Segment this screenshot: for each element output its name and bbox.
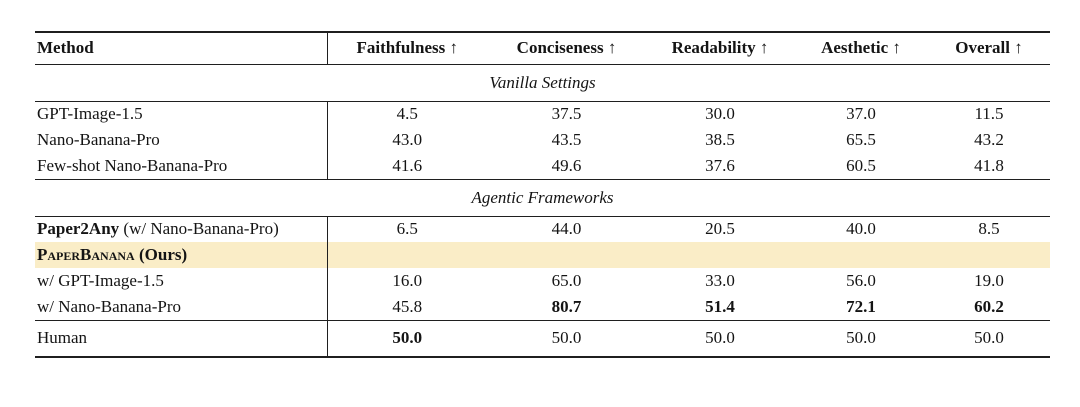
value-cell [794, 242, 928, 268]
value-cell: 50.0 [392, 328, 423, 348]
row-w-gpt-image-15: w/ GPT-Image-1.5 16.0 65.0 33.0 56.0 19.… [35, 268, 1050, 294]
value-cell: 38.5 [705, 130, 735, 149]
method-cell: Nano-Banana-Pro [35, 127, 328, 153]
value-cell: 65.5 [846, 130, 876, 149]
value-cell [487, 242, 646, 268]
value-cell: 43.0 [392, 130, 423, 149]
value-cell: 60.5 [846, 155, 876, 175]
section-header-agentic-frameworks: Agentic Frameworks [35, 179, 1050, 216]
value-cell: 6.5 [396, 219, 418, 239]
method-cell: Human [35, 320, 328, 357]
row-gpt-image-15: GPT-Image-1.5 4.5 37.5 30.0 37.0 11.5 [35, 101, 1050, 127]
row-nano-banana-pro: Nano-Banana-Pro 43.0 43.5 38.5 65.5 43.2 [35, 127, 1050, 153]
value-cell: 49.6 [551, 155, 582, 175]
value-cell: 41.8 [974, 155, 1004, 175]
value-cell [646, 242, 794, 268]
value-cell [327, 242, 487, 268]
evaluation-results-table: Method Faithfulness ↑ Conciseness ↑ Read… [35, 31, 1050, 358]
method-name: Paper2Any [37, 219, 120, 239]
value-cell: 65.0 [551, 271, 582, 290]
value-cell: 43.5 [551, 130, 582, 149]
section-title: Vanilla Settings [489, 72, 596, 92]
value-cell: 60.2 [974, 296, 1004, 316]
col-header-method: Method [35, 32, 328, 64]
value-cell: 50.0 [551, 328, 582, 348]
value-cell: 8.5 [978, 219, 1000, 239]
value-cell: 37.5 [551, 104, 582, 124]
method-name: PaperBanana [37, 245, 135, 264]
value-cell: 51.4 [705, 296, 735, 316]
value-cell: 11.5 [974, 104, 1004, 124]
section-header-vanilla-settings: Vanilla Settings [35, 64, 1050, 101]
value-cell: 56.0 [846, 271, 876, 290]
method-cell: GPT-Image-1.5 [35, 101, 328, 127]
value-cell: 45.8 [392, 296, 423, 316]
value-cell: 41.6 [392, 155, 423, 175]
row-paperbanana-ours: PaperBanana (Ours) [35, 242, 1050, 268]
method-note: (Ours) [134, 245, 188, 264]
value-cell: 72.1 [846, 296, 876, 316]
table-header-row: Method Faithfulness ↑ Conciseness ↑ Read… [35, 32, 1050, 64]
method-cell: PaperBanana (Ours) [35, 242, 328, 268]
value-cell: 80.7 [551, 296, 582, 316]
row-human: Human 50.0 50.0 50.0 50.0 50.0 [35, 320, 1050, 357]
section-title: Agentic Frameworks [471, 187, 614, 207]
row-few-shot-nano-banana-pro: Few-shot Nano-Banana-Pro 41.6 49.6 37.6 … [35, 153, 1050, 179]
value-cell: 50.0 [846, 328, 876, 348]
value-cell: 16.0 [392, 271, 423, 290]
col-header-aesthetic: Aesthetic ↑ [821, 38, 901, 58]
method-cell: Paper2Any (w/ Nano-Banana-Pro) [35, 216, 328, 242]
value-cell: 44.0 [551, 219, 582, 239]
method-note: (w/ Nano-Banana-Pro) [119, 219, 279, 239]
value-cell: 20.5 [705, 219, 735, 239]
value-cell: 37.0 [846, 104, 876, 124]
method-cell: w/ Nano-Banana-Pro [35, 294, 328, 320]
value-cell: 43.2 [974, 130, 1004, 149]
value-cell: 33.0 [705, 271, 735, 290]
col-header-readability: Readability ↑ [671, 38, 769, 58]
value-cell: 50.0 [705, 328, 735, 348]
value-cell: 50.0 [974, 328, 1004, 348]
col-header-conciseness: Conciseness ↑ [516, 38, 617, 58]
method-cell: w/ GPT-Image-1.5 [35, 268, 328, 294]
row-w-nano-banana-pro: w/ Nano-Banana-Pro 45.8 80.7 51.4 72.1 6… [35, 294, 1050, 320]
row-paper2any: Paper2Any (w/ Nano-Banana-Pro) 6.5 44.0 … [35, 216, 1050, 242]
value-cell [928, 242, 1050, 268]
value-cell: 30.0 [705, 104, 735, 124]
value-cell: 37.6 [705, 155, 735, 175]
value-cell: 4.5 [396, 104, 418, 124]
value-cell: 19.0 [974, 271, 1004, 290]
col-header-overall: Overall ↑ [955, 38, 1023, 58]
value-cell: 40.0 [846, 219, 876, 239]
method-cell: Few-shot Nano-Banana-Pro [35, 153, 328, 179]
col-header-faithfulness: Faithfulness ↑ [356, 38, 459, 58]
